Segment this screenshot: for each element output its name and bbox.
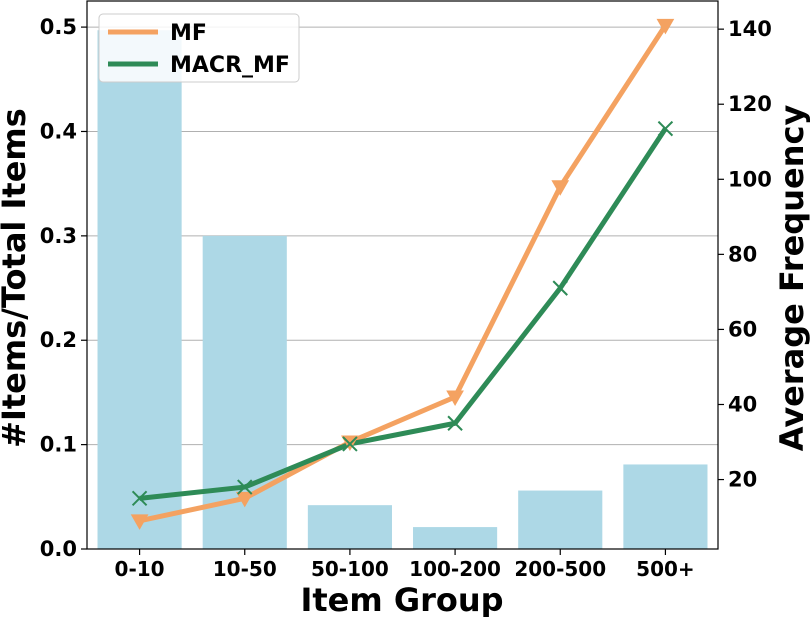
- x-tick-label: 0-10: [115, 557, 165, 581]
- left-tick-label: 0.2: [40, 328, 77, 352]
- right-tick-label: 140: [728, 17, 772, 41]
- marker-macr_mf-200-500: [552, 280, 568, 296]
- right-tick-label: 120: [728, 92, 772, 116]
- marker-mf-500+: [656, 18, 675, 35]
- legend-label-macr_mf: MACR_MF: [170, 53, 290, 78]
- x-tick-label: 200-500: [514, 557, 606, 581]
- marker-mf-100-200: [446, 390, 464, 406]
- bar-50-100: [307, 505, 392, 549]
- right-tick-label: 100: [728, 167, 772, 191]
- line-mf: [139, 24, 668, 524]
- left-tick-label: 0.3: [40, 224, 77, 248]
- markers: [130, 18, 675, 530]
- left-tick-label: 0.4: [40, 119, 77, 143]
- legend: MF MACR_MF: [98, 13, 300, 83]
- marker-macr_mf-10-50: [237, 479, 253, 495]
- right-tick-label: 60: [728, 317, 757, 341]
- legend-label-mf: MF: [170, 21, 207, 46]
- right-tick-label: 40: [728, 392, 757, 416]
- left-tick-label: 0.0: [40, 537, 77, 561]
- x-axis-title: Item Group: [300, 581, 503, 617]
- x-tick-label: 500+: [636, 557, 695, 581]
- ticks: 0.0 0.1 0.2 0.3 0.4 0.5 20 40 60 80 100 120 140 0-10 1…: [40, 15, 772, 581]
- right-tick-label: 80: [728, 242, 757, 266]
- marker-mf-200-500: [551, 180, 570, 196]
- x-tick-label: 50-100: [311, 557, 389, 581]
- bar-200-500: [518, 490, 603, 549]
- marker-mf-10-50: [235, 491, 254, 508]
- marker-macr_mf-100-200: [447, 415, 463, 431]
- marker-mf-0-10: [130, 514, 149, 530]
- right-tick-label: 20: [728, 468, 757, 492]
- x-tick-label: 100-200: [409, 557, 501, 581]
- bar-500+: [623, 464, 708, 549]
- axes: [86, 0, 719, 550]
- bars: [97, 30, 708, 549]
- left-tick-label: 0.5: [40, 15, 77, 39]
- x-tick-label: 10-50: [213, 557, 277, 581]
- bar-100-200: [413, 527, 498, 549]
- left-axis-title: #Items/Total Items: [0, 108, 33, 448]
- marker-macr_mf-500+: [657, 120, 674, 137]
- plot-frame: [86, 0, 719, 550]
- lines: [139, 24, 668, 524]
- left-tick-label: 0.1: [40, 433, 77, 457]
- marker-macr_mf-0-10: [131, 490, 148, 507]
- right-axis-title: Average Frequency: [773, 105, 811, 452]
- line-macr_mf: [139, 127, 668, 501]
- bar-0-10: [97, 30, 182, 549]
- marker-macr_mf-50-100: [342, 436, 358, 452]
